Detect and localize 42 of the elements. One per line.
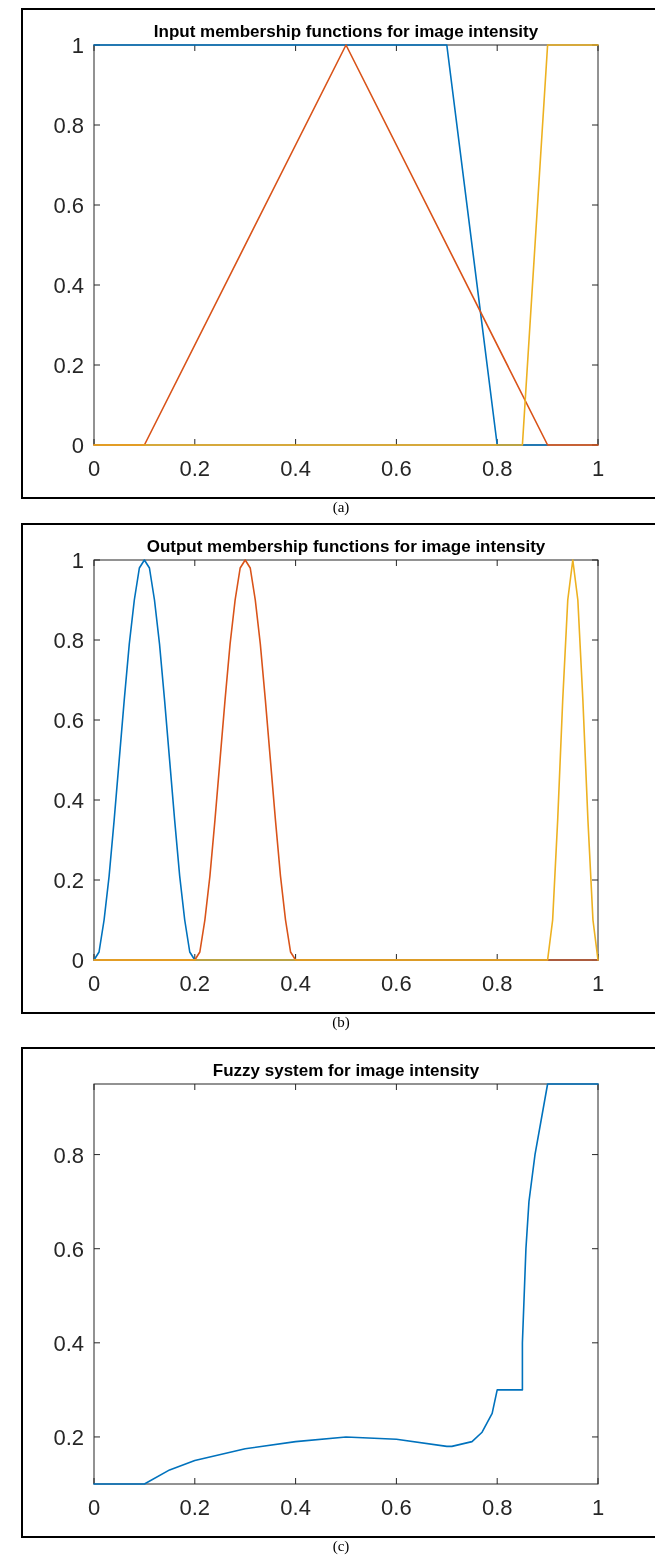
y-tick-label: 0.8 [53,628,84,653]
x-tick-label: 0.6 [381,456,412,481]
y-tick-label: 0.4 [53,273,84,298]
x-tick-label: 0.8 [481,971,513,996]
y-tick-label: 0.4 [53,1330,84,1356]
line-series [93,559,599,961]
x-tick-label: 0.2 [179,1495,211,1520]
x-tick-label: 0.4 [280,1495,311,1520]
x-tick-label: 0.2 [179,456,211,481]
y-tick-label: 0.8 [53,113,84,138]
y-tick-label: 0 [71,948,84,973]
y-tick-label: 1 [71,33,84,58]
line-series [93,1083,599,1485]
x-tick-label: 0.8 [481,456,513,481]
y-tick-label: 0.2 [53,1424,84,1450]
y-tick-label: 1 [71,548,84,573]
x-tick-label: 0.6 [381,971,412,996]
text: (b) [332,1014,350,1031]
x-tick-label: 0.4 [280,971,311,996]
y-tick-label: 0 [71,433,84,458]
x-tick-label: 0.2 [179,971,211,996]
x-tick-label: 0 [87,456,101,481]
y-tick-label: 0.4 [53,788,84,813]
text: (a) [332,499,350,516]
y-tick-label: 0.6 [53,193,84,218]
chart-title: Fuzzy system for image intensity [212,1061,480,1080]
x-tick-label: 1 [591,971,605,996]
x-tick-label: 1 [591,1495,605,1520]
y-tick-label: 0.2 [53,353,84,378]
chart-title: Output membership functions for image intensity [146,537,546,556]
x-tick-label: 0 [87,1495,101,1520]
chart-title: Input membership functions for image intensity [153,22,539,41]
y-tick-label: 0.6 [53,1236,84,1262]
x-tick-label: 0.8 [481,1495,513,1520]
x-tick-label: 0.4 [280,456,311,481]
x-tick-label: 0.6 [381,1495,412,1520]
text: (c) [332,1538,350,1555]
x-tick-label: 1 [591,456,605,481]
y-tick-label: 0.6 [53,708,84,733]
y-tick-label: 0.2 [53,868,84,893]
x-tick-label: 0 [87,971,101,996]
y-tick-label: 0.8 [53,1142,84,1168]
